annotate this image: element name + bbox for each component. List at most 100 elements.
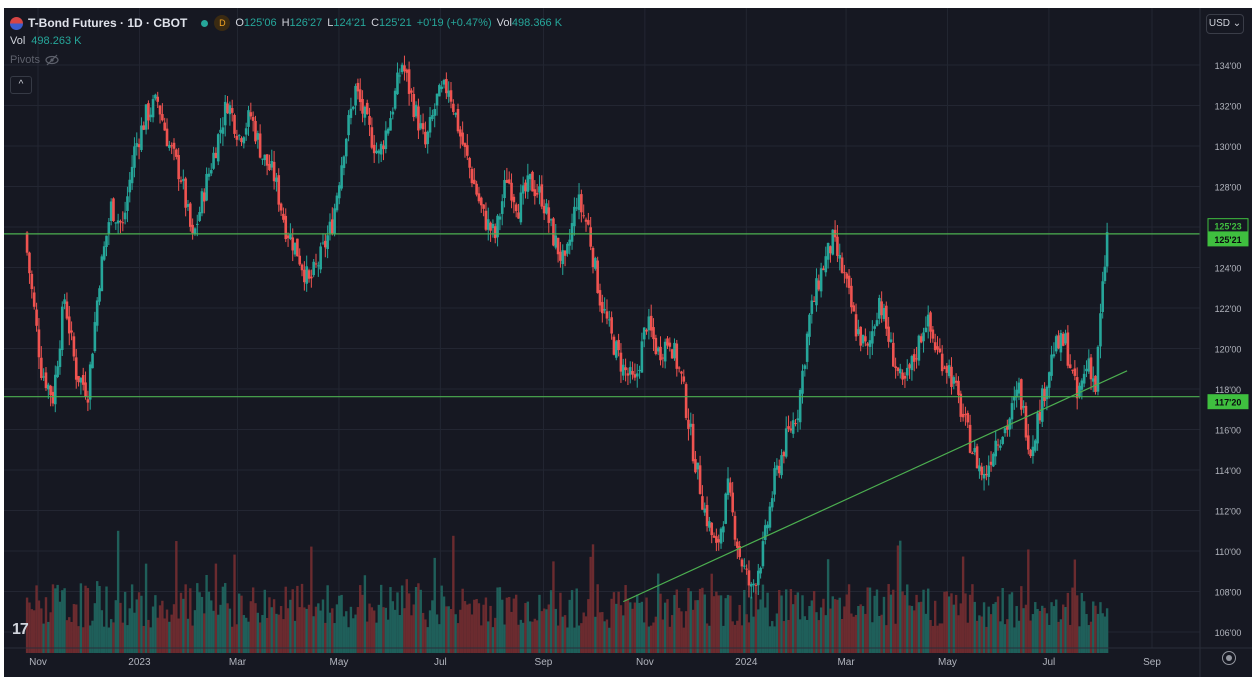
volume-bar xyxy=(1078,626,1081,653)
volume-bar xyxy=(626,598,630,653)
volume-bar xyxy=(547,604,550,653)
volume-bar xyxy=(822,598,825,653)
candle-body xyxy=(431,115,434,120)
volume-bar xyxy=(289,599,292,653)
volume-bar xyxy=(945,591,949,653)
volume-bar xyxy=(815,612,818,653)
candle-body xyxy=(568,239,572,246)
candle-body xyxy=(88,364,92,400)
pivots-legend[interactable]: Pivots xyxy=(10,54,59,66)
volume-bar xyxy=(587,599,590,653)
candle-body xyxy=(873,326,876,329)
candle-body xyxy=(889,339,893,342)
volume-bar xyxy=(463,601,467,653)
candle-body xyxy=(95,300,99,326)
volume-bar xyxy=(1057,621,1060,653)
candle-body xyxy=(158,105,162,115)
settings-icon[interactable] xyxy=(1222,651,1236,665)
candle-body xyxy=(815,278,818,306)
volume-bar xyxy=(426,627,429,653)
candle-body xyxy=(964,414,967,416)
volume-bar xyxy=(542,608,546,653)
chart-area[interactable]: 134'00132'00130'00128'00126'00124'00122'… xyxy=(4,8,1252,677)
volume-bar xyxy=(882,596,886,653)
candle-body xyxy=(393,90,397,109)
candle-body xyxy=(1071,369,1074,371)
volume-bar xyxy=(456,623,460,653)
volume-bar xyxy=(517,624,520,653)
volume-bar xyxy=(992,603,995,653)
volume-bar xyxy=(745,614,748,653)
volume-bar xyxy=(445,606,448,653)
candle-body xyxy=(1024,405,1028,438)
volume-bar xyxy=(114,600,118,653)
candle-body xyxy=(670,349,674,359)
volume-bar xyxy=(512,598,516,653)
candle-body xyxy=(1066,332,1070,366)
candle-body xyxy=(198,212,201,221)
candle-body xyxy=(256,133,260,140)
candle-body xyxy=(226,103,229,114)
candle-body xyxy=(47,384,50,390)
price-chart-svg[interactable]: 134'00132'00130'00128'00126'00124'00122'… xyxy=(4,8,1252,677)
candle-body xyxy=(1003,428,1007,434)
currency-dropdown[interactable]: USD ⌄ xyxy=(1206,14,1244,34)
volume-bar xyxy=(722,625,725,653)
candle-body xyxy=(975,446,979,469)
time-tick-label: May xyxy=(329,657,348,668)
candle-body xyxy=(542,205,546,214)
volume-bar xyxy=(440,585,443,653)
volume-bar xyxy=(156,617,159,653)
candle-body xyxy=(375,150,378,153)
candle-body xyxy=(433,109,437,116)
volume-bar xyxy=(310,546,313,653)
volume-bar xyxy=(384,607,388,653)
candle-body xyxy=(794,423,797,425)
candle-body xyxy=(189,203,192,227)
candle-body xyxy=(291,237,295,251)
candle-body xyxy=(524,182,527,192)
volume-bar xyxy=(496,587,499,653)
volume-bar xyxy=(796,592,800,653)
volume-bar xyxy=(526,601,530,653)
volume-bar xyxy=(922,589,925,653)
volume-bar xyxy=(852,616,855,653)
candle-body xyxy=(782,452,786,457)
collapse-legend-button[interactable]: ^ xyxy=(10,76,32,94)
volume-bar xyxy=(307,604,311,653)
candle-body xyxy=(580,194,583,213)
candle-body xyxy=(503,180,506,199)
candle-body xyxy=(63,299,66,304)
symbol-title[interactable]: T-Bond Futures · 1D · CBOT xyxy=(28,16,188,30)
volume-bar xyxy=(242,615,246,653)
candle-body xyxy=(505,179,509,183)
candle-body xyxy=(682,376,686,382)
volume-bar xyxy=(605,619,609,653)
candle-body xyxy=(321,242,325,244)
volume-bar xyxy=(84,585,87,653)
candle-body xyxy=(763,525,767,540)
volume-bar xyxy=(356,607,360,653)
candle-body xyxy=(358,89,362,103)
candle-body xyxy=(442,79,446,85)
candle-body xyxy=(1073,368,1077,376)
volume-bar xyxy=(575,588,578,653)
volume-bar xyxy=(468,603,471,653)
volume-bar xyxy=(603,621,606,653)
volume-bar xyxy=(747,622,751,653)
candle-body xyxy=(961,413,965,418)
volume-bar xyxy=(466,604,469,653)
candle-body xyxy=(251,117,255,121)
volume-bar xyxy=(375,622,378,653)
candle-body xyxy=(617,339,620,351)
volume-bar xyxy=(615,603,618,653)
volume-bar xyxy=(179,592,183,653)
candle-body xyxy=(603,309,606,311)
candle-body xyxy=(905,367,909,376)
candle-body xyxy=(556,237,560,255)
candle-body xyxy=(573,206,576,227)
candle-body xyxy=(428,117,432,133)
tradingview-logo-icon[interactable]: 17 xyxy=(12,621,29,638)
eye-off-icon[interactable] xyxy=(45,54,59,66)
candle-body xyxy=(209,170,213,174)
